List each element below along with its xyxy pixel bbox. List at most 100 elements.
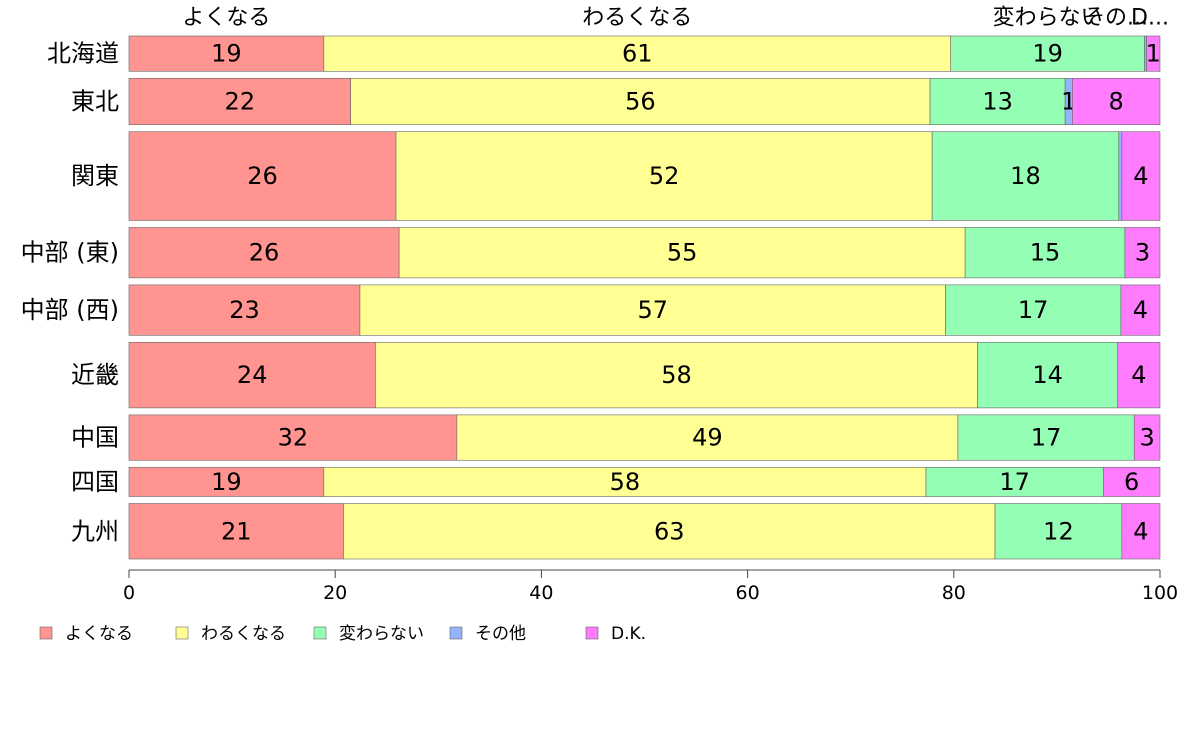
data-label: 17 [1018,296,1049,324]
category-label: 北海道 [47,40,119,68]
legend-swatch [449,626,463,640]
data-label: 1 [1146,40,1161,68]
category-label: 中国 [71,424,119,452]
data-label: 8 [1109,88,1124,116]
data-label: 56 [625,88,656,116]
data-label: 22 [225,88,256,116]
data-label: 12 [1043,517,1074,545]
data-label: 24 [237,361,268,389]
bar-segment [359,284,946,336]
x-tick-label: 0 [123,582,135,604]
data-label: 52 [649,162,680,190]
x-tick-label: 40 [529,582,553,604]
bar-segment [456,414,959,461]
data-label: 19 [1032,40,1063,68]
x-tick-label: 100 [1142,582,1178,604]
bar-segment [395,131,933,221]
bar-segment [128,131,397,221]
data-label: 23 [229,296,260,324]
data-label: 4 [1133,517,1148,545]
top-label: D... [1131,6,1169,31]
legend-label: D.K. [611,624,646,644]
x-tick-label: 20 [323,582,347,604]
data-label: 15 [1030,239,1061,267]
data-label: 57 [637,296,668,324]
category-label: 東北 [71,88,119,116]
data-label: 26 [247,162,278,190]
bar-segment [323,35,952,72]
legend-swatch [175,626,189,640]
data-label: 4 [1133,296,1148,324]
bar-segment [343,503,996,560]
bar-segment [1121,131,1161,221]
x-tick-label: 60 [736,582,760,604]
data-label: 58 [661,361,692,389]
bar-segment [957,414,1135,461]
data-label: 6 [1124,468,1139,496]
bar-segment [925,466,1104,497]
category-label: 近畿 [71,361,119,389]
top-label: よくなる [182,6,270,31]
bar-segment [977,342,1119,409]
bar-segment [964,227,1126,279]
category-label: 関東 [71,162,119,190]
top-label: 変わらない [993,6,1103,31]
data-label: 61 [622,40,653,68]
data-label: 17 [1031,424,1062,452]
data-label: 3 [1139,424,1154,452]
top-label: その... [1083,6,1148,31]
data-label: 17 [999,468,1030,496]
bar-segment [1118,131,1123,221]
bar-segment [128,284,361,336]
bar-segment [1146,35,1161,72]
bar-segment [1102,466,1161,497]
data-label: 4 [1133,162,1148,190]
category-label: 九州 [71,517,119,545]
data-label: 14 [1032,361,1063,389]
data-label: 4 [1131,361,1146,389]
data-label: 55 [667,239,698,267]
bar-segment [1117,342,1161,409]
legend-swatch [39,626,53,640]
legend-swatch [313,626,327,640]
bar-segment [128,342,376,409]
data-label: 26 [249,239,280,267]
legend-label: その他 [475,624,526,644]
top-label: わるくなる [582,6,692,31]
bar-segment [1133,414,1161,461]
bar-segment [128,78,351,125]
bar-segment [1120,284,1161,336]
bar-segment [375,342,978,409]
bar-segment [323,466,927,497]
bar-segment [128,503,344,560]
bar-segment [950,35,1145,72]
bar-segment [1121,503,1161,560]
data-label: 19 [211,40,242,68]
bar-segment [398,227,966,279]
legend-label: よくなる [65,624,133,644]
data-label: 58 [610,468,641,496]
category-label: 中部 (西) [21,296,119,324]
legend-label: 変わらない [339,624,424,644]
x-tick-label: 80 [942,582,966,604]
data-label: 63 [654,517,685,545]
bar-segment [350,78,931,125]
legend-label: わるくなる [201,624,286,644]
bar-segment [1072,78,1161,125]
data-label: 13 [982,88,1013,116]
bar-segment [929,78,1066,125]
data-label: 3 [1135,239,1150,267]
bar-segment [128,414,458,461]
category-label: 四国 [71,468,119,496]
category-label: 中部 (東) [21,239,119,267]
bar-segment [1124,227,1161,279]
legend-swatch [585,626,599,640]
bar-segment [128,466,325,497]
data-label: 19 [211,468,242,496]
data-label: 49 [692,424,723,452]
bar-segment [128,35,325,72]
data-label: 18 [1010,162,1041,190]
bar-segment [945,284,1122,336]
